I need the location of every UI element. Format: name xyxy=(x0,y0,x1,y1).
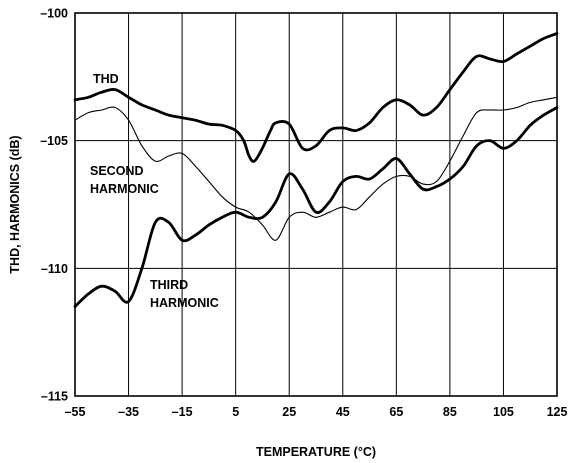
second-harmonic-line xyxy=(74,96,558,241)
second-harmonic-label-line2: HARMONIC xyxy=(90,182,159,196)
y-tick-label: –115 xyxy=(41,390,68,404)
x-tick-label: 125 xyxy=(547,405,568,419)
third-harmonic-label-line2: HARMONIC xyxy=(150,296,219,310)
y-tick-label: –110 xyxy=(41,262,68,276)
y-tick-labels: –100 –105 –110 –115 xyxy=(40,7,68,404)
third-harmonic-label-line1: THIRD xyxy=(150,278,188,292)
y-axis-title: THD, HARMONICS (dB) xyxy=(8,135,22,273)
x-tick-label: 5 xyxy=(232,405,239,419)
thd-line xyxy=(73,32,559,163)
x-tick-label: 45 xyxy=(336,405,350,419)
second-harmonic-label-line1: SECOND xyxy=(90,164,143,178)
x-tick-label: 25 xyxy=(282,405,296,419)
series-layer xyxy=(73,32,559,308)
x-tick-label: –55 xyxy=(65,405,86,419)
x-tick-label: 105 xyxy=(493,405,514,419)
x-tick-label: 85 xyxy=(443,405,457,419)
y-tick-label: –105 xyxy=(40,134,68,148)
third-harmonic-line xyxy=(73,106,559,308)
y-tick-label: –100 xyxy=(40,7,68,21)
x-axis-title: TEMPERATURE (°C) xyxy=(256,445,376,459)
x-tick-label: –15 xyxy=(172,405,193,419)
x-tick-labels: –55 –35 –15 5 25 45 65 85 105 125 xyxy=(65,405,568,419)
plot-frame xyxy=(74,12,558,397)
grid xyxy=(75,13,557,396)
x-tick-label: 65 xyxy=(389,405,403,419)
thd-label: THD xyxy=(93,72,119,86)
x-tick-label: –35 xyxy=(118,405,139,419)
